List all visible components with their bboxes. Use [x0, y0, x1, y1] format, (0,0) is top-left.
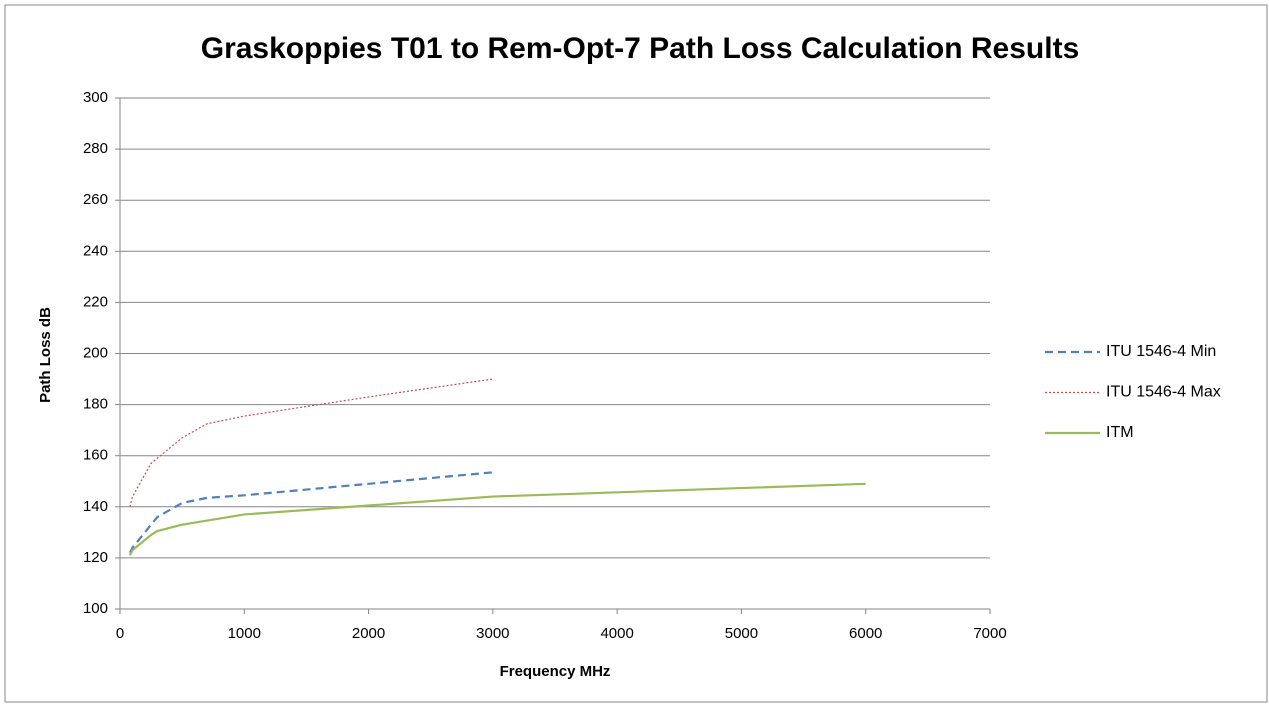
- y-tick-label: 300: [83, 89, 108, 106]
- y-tick-label: 240: [83, 242, 108, 259]
- x-tick-label: 5000: [725, 625, 758, 642]
- series-line: [129, 378, 493, 507]
- y-tick-label: 280: [83, 140, 108, 157]
- x-tick-label: 4000: [600, 625, 633, 642]
- x-tick-label: 0: [116, 625, 124, 642]
- y-tick-label: 180: [83, 396, 108, 413]
- x-tick-label: 3000: [476, 625, 509, 642]
- y-tick-label: 260: [83, 191, 108, 208]
- x-tick-label: 2000: [352, 625, 385, 642]
- legend-label: ITM: [1106, 424, 1134, 441]
- x-tick-label: 1000: [228, 625, 261, 642]
- series-line: [128, 482, 866, 556]
- y-tick-label: 160: [83, 447, 108, 464]
- y-tick-label: 140: [83, 498, 108, 515]
- x-tick-label: 6000: [849, 625, 882, 642]
- y-tick-label: 120: [83, 549, 108, 566]
- x-axis-label: Frequency MHz: [500, 663, 611, 680]
- y-tick-label: 220: [83, 293, 108, 310]
- y-tick-label: 100: [83, 600, 108, 617]
- legend-label: ITU 1546-4 Max: [1106, 384, 1221, 401]
- series-line: [128, 471, 493, 554]
- y-tick-label: 200: [83, 344, 108, 361]
- y-axis-label: Path Loss dB: [37, 307, 54, 403]
- chart-title: Graskoppies T01 to Rem-Opt-7 Path Loss C…: [201, 32, 1080, 65]
- legend-label: ITU 1546-4 Min: [1106, 343, 1216, 360]
- x-tick-label: 7000: [973, 625, 1006, 642]
